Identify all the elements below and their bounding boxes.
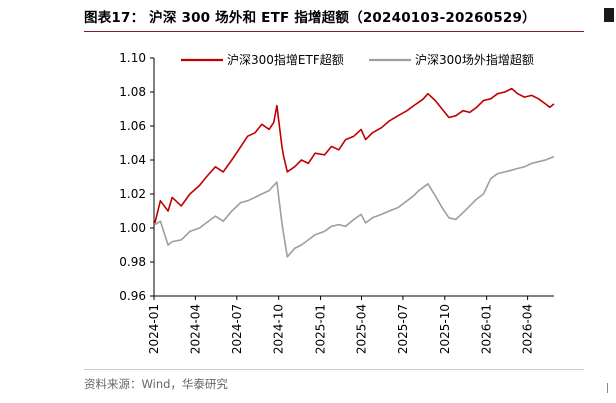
y-tick-label: 1.08: [119, 85, 146, 99]
x-tick-label: 2024-07: [230, 304, 244, 354]
y-tick-label: 1.06: [119, 119, 146, 133]
y-tick-labels: 0.96 0.98 1.00 1.02 1.04 1.06 1.08 1.10: [119, 51, 146, 303]
adjacent-figure-edge-bottom: [607, 383, 616, 393]
adjacent-figure-edge: [604, 8, 614, 22]
y-tick-label: 0.96: [119, 289, 146, 303]
y-tick-label: 0.98: [119, 255, 146, 269]
y-tick-label: 1.10: [119, 51, 146, 65]
x-tick-label: 2024-01: [147, 304, 161, 354]
series-lines: [154, 87, 555, 258]
chart-axes: [150, 57, 554, 300]
line-chart: 0.96 0.98 1.00 1.02 1.04 1.06 1.08 1.10 2024-01…: [119, 51, 555, 354]
source-note: 资料来源：Wind，华泰研究: [84, 377, 228, 391]
x-tick-label: 2025-10: [438, 304, 452, 354]
footer-divider: [84, 369, 584, 370]
legend-item-otc-label: 沪深300场外指增超额: [415, 52, 534, 67]
legend: 沪深300指增ETF超额 沪深300场外指增超额: [181, 52, 534, 67]
y-tick-label: 1.04: [119, 153, 146, 167]
x-tick-label: 2026-04: [521, 304, 535, 354]
chart-title: 图表17： 沪深 300 场外和 ETF 指增超额（20240103-20260…: [84, 10, 536, 26]
y-tick-label: 1.02: [119, 187, 146, 201]
x-tick-label: 2024-04: [188, 304, 202, 354]
y-tick-label: 1.00: [119, 221, 146, 235]
x-tick-label: 2025-04: [355, 304, 369, 354]
x-tick-label: 2025-01: [314, 304, 328, 354]
x-tick-label: 2024-10: [272, 304, 286, 354]
series-line-etf: [154, 87, 555, 224]
x-tick-label: 2025-07: [396, 304, 410, 354]
title-underline: [84, 31, 584, 32]
x-tick-labels: 2024-01 2024-04 2024-07 2024-10 2025-01 2025-…: [147, 304, 535, 354]
x-tick-label: 2026-01: [480, 304, 494, 354]
legend-item-etf-label: 沪深300指增ETF超额: [227, 52, 344, 67]
series-line-otc: [154, 155, 555, 258]
